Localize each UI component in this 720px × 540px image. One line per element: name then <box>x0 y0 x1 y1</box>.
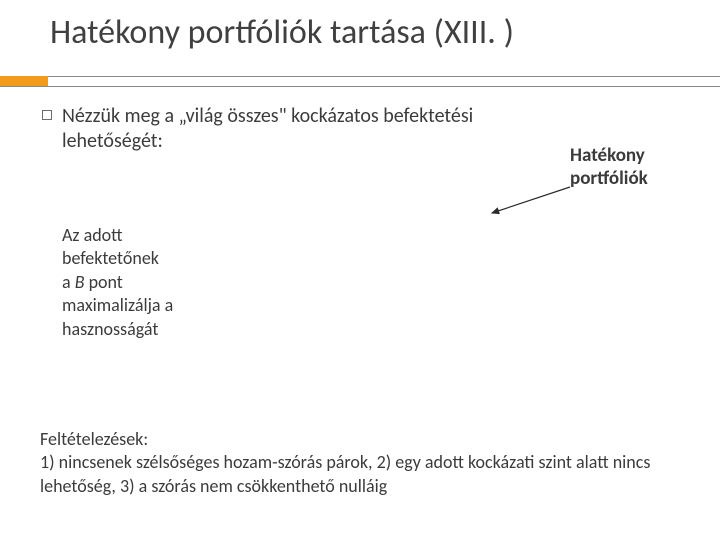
note-l4: maximalizálja a <box>62 294 173 316</box>
title-rule <box>0 74 720 88</box>
note-l5: hasznosságát <box>62 318 158 340</box>
efficient-portfolio-label: Hatékony portfóliók <box>570 145 710 191</box>
assumptions-footer: Feltételezések: 1) nincsenek szélsőséges… <box>40 428 680 498</box>
bullet-item: Nézzük meg a „világ összes" kockázatos b… <box>62 104 602 154</box>
rule-bottom-line <box>0 86 720 87</box>
label-line-1: Hatékony <box>570 144 645 167</box>
page-title: Hatékony portfóliók tartása (XIII. ) <box>50 12 514 53</box>
note-l2: befektetőnek <box>62 247 159 269</box>
left-annotation: Az adott befektetőnek a B pont maximaliz… <box>62 224 242 341</box>
note-l3c: pont <box>85 271 123 293</box>
bullet-line-2: lehetőségét: <box>62 129 163 153</box>
label-line-2: portfóliók <box>570 167 648 190</box>
slide: Hatékony portfóliók tartása (XIII. ) Néz… <box>0 0 720 540</box>
arrow-line <box>492 187 570 213</box>
rule-accent-bar <box>0 76 48 86</box>
arrow-icon <box>486 183 576 223</box>
bullet-line-1: Nézzük meg a „világ összes" kockázatos b… <box>62 104 473 128</box>
note-l3b: B <box>75 271 85 293</box>
note-l3a: a <box>62 271 75 293</box>
note-l1: Az adott <box>62 224 123 246</box>
rule-top-line <box>0 76 720 77</box>
footer-body: 1) nincsenek szélsőséges hozam-szórás pá… <box>40 451 650 496</box>
bullet-text: Nézzük meg a „világ összes" kockázatos b… <box>62 104 602 154</box>
footer-head: Feltételezések: <box>40 428 148 450</box>
square-bullet-icon <box>42 110 52 120</box>
